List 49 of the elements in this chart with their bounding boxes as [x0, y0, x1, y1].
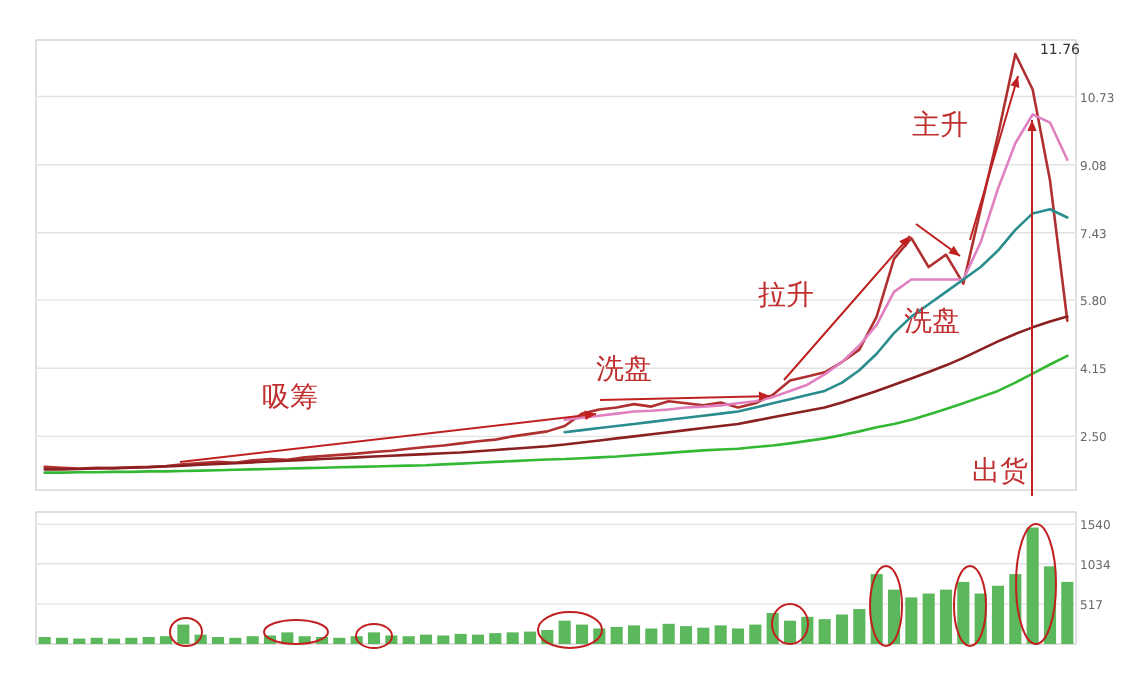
annotation: 主升: [912, 110, 968, 142]
annotation: 出货: [972, 456, 1028, 488]
bar: [419, 634, 433, 644]
bar: [575, 624, 589, 644]
bar: [905, 597, 918, 644]
bar: [558, 620, 571, 644]
bar: [73, 638, 86, 644]
bar: [471, 634, 485, 644]
bar: [142, 637, 155, 644]
bar: [697, 627, 710, 644]
bar: [835, 614, 849, 644]
bar: [333, 637, 346, 644]
bar: [627, 625, 641, 644]
bar: [749, 624, 762, 644]
annotation: 吸筹: [262, 382, 318, 414]
bar: [125, 637, 138, 644]
line-series: [563, 113, 1069, 422]
bar: [887, 589, 901, 644]
bar: [523, 631, 537, 644]
bar: [55, 637, 69, 644]
line-series: [563, 207, 1069, 434]
bar: [211, 637, 225, 644]
bar: [1061, 581, 1074, 644]
bar: [402, 636, 415, 644]
bar: [679, 626, 693, 644]
bar: [246, 636, 259, 644]
bar: [229, 637, 242, 644]
bar: [454, 633, 467, 644]
bar: [1026, 527, 1039, 644]
bar: [714, 625, 727, 644]
bar: [506, 632, 519, 644]
annotation: 洗盘: [596, 354, 652, 386]
bar: [991, 585, 1005, 644]
annotation: 洗盘: [904, 306, 960, 338]
bar: [610, 626, 623, 644]
bar: [107, 638, 121, 644]
bar: [437, 635, 450, 644]
bar: [489, 633, 502, 644]
bar: [645, 628, 658, 644]
annotation: 拉升: [758, 280, 814, 312]
bar: [818, 619, 831, 644]
bar: [662, 623, 675, 644]
bar: [90, 637, 103, 644]
bar: [853, 609, 866, 644]
bar: [159, 636, 173, 644]
bar: [38, 637, 51, 644]
bar: [939, 589, 953, 644]
bar: [922, 593, 935, 644]
bar: [731, 628, 745, 644]
